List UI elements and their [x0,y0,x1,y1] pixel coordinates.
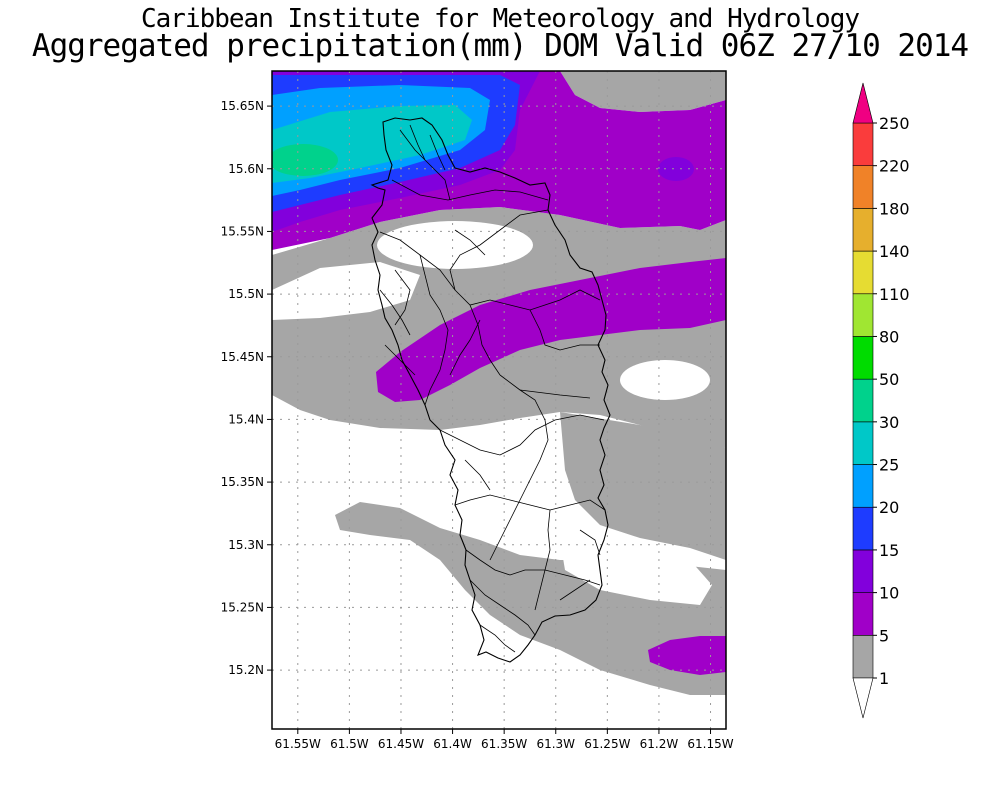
colorbar-segment [852,293,874,337]
latitude-axis: 15.2N 15.25N 15.3N 15.35N 15.4N 15.45N 15.5N 15… [221,99,272,677]
colorbar-label: 15 [879,541,899,560]
map-plot-area [272,71,726,729]
colorbar-label: 250 [879,114,910,133]
island-boundaries [379,124,606,653]
precip-cell-10-15mm-east [658,157,694,181]
title-line-1: Caribbean Institute for Meteorology and … [140,4,860,34]
colorbar-label: 25 [879,456,899,475]
colorbar-label: 220 [879,157,910,176]
colorbar-label: 80 [879,327,899,346]
lon-tick-label: 61.25W [584,737,630,751]
lon-tick-label: 61.55W [275,737,321,751]
lon-tick-label: 61.3W [536,737,575,751]
colorbar-label: 1 [879,669,889,688]
colorbar-label: 180 [879,199,910,218]
lon-tick-label: 61.15W [687,737,733,751]
colorbar-segment [852,250,874,295]
colorbar-label: 110 [879,285,910,304]
title-line-2: Aggregated precipitation(mm) DOM Valid 0… [31,28,969,64]
longitude-axis: 61.55W 61.5W 61.45W 61.4W 61.35W 61.3W 61.25W 6… [275,729,734,751]
map-frame [271,70,727,730]
lat-tick-label: 15.2N [228,663,264,677]
precip-region-1-5mm-top [560,71,726,112]
lat-tick-label: 15.3N [228,538,264,552]
colorbar-segment [852,592,874,636]
colorbar-label: 30 [879,413,899,432]
colorbar-segment [852,635,874,679]
colorbar-top-arrow [852,82,874,124]
precip-gap-north [377,221,533,269]
precip-region-5-10mm-southeast [648,636,726,675]
colorbar-segment [852,336,874,380]
colorbar-label: 5 [879,626,889,645]
colorbar-segment [852,549,874,593]
lat-tick-label: 15.45N [221,350,264,364]
precip-region-1-5mm-lower [335,502,726,695]
lat-tick-label: 15.4N [228,412,264,426]
lon-tick-label: 61.35W [481,737,527,751]
colorbar-label: 20 [879,498,899,517]
colorbar-segment [852,464,874,508]
precip-region-30-50mm [272,144,338,176]
lat-tick-label: 15.65N [221,99,264,113]
lat-tick-label: 15.55N [221,224,264,238]
precip-region-5-10mm-band [376,258,726,402]
lat-tick-label: 15.25N [221,600,264,614]
lon-tick-label: 61.4W [433,737,472,751]
lon-tick-label: 61.45W [378,737,424,751]
precip-region-1-5mm-east [560,412,726,560]
map-grid [272,71,726,729]
colorbar-segment [852,506,874,551]
colorbar-label: 140 [879,242,910,261]
lat-tick-label: 15.5N [228,287,264,301]
colorbar-segment [852,421,874,465]
colorbar-label: 10 [879,584,899,603]
lon-tick-label: 61.2W [640,737,679,751]
colorbar-bottom-arrow [852,677,874,719]
colorbar-segment [852,378,874,423]
lat-tick-label: 15.35N [221,475,264,489]
colorbar-label: 50 [879,370,899,389]
precip-gap-west [272,262,420,320]
island-coastline [370,117,611,663]
lat-tick-label: 15.6N [228,162,264,176]
lon-tick-label: 61.5W [330,737,369,751]
colorbar-segment [852,165,874,209]
colorbar-segment [852,208,874,252]
colorbar-segment [852,122,874,166]
precip-gap-east [620,360,710,400]
